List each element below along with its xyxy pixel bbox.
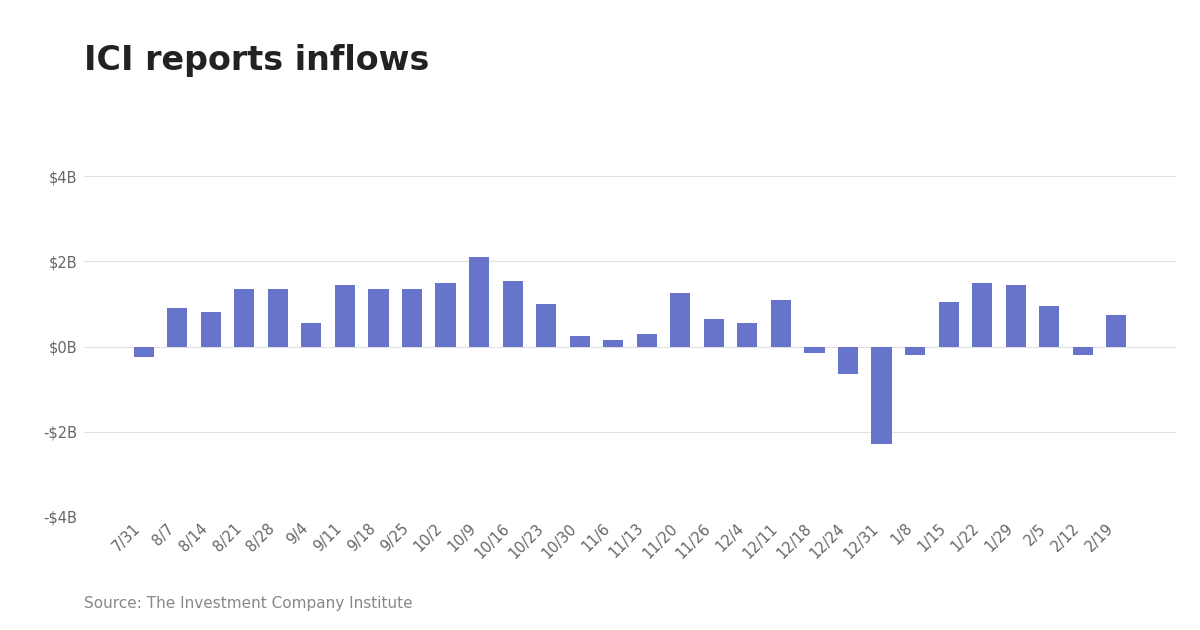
- Bar: [871, 346, 892, 444]
- Bar: [1106, 314, 1127, 347]
- Bar: [637, 334, 656, 347]
- Bar: [905, 346, 925, 355]
- Bar: [200, 312, 221, 347]
- Bar: [737, 323, 757, 346]
- Text: ICI reports inflows: ICI reports inflows: [84, 44, 430, 77]
- Bar: [938, 302, 959, 346]
- Bar: [469, 257, 490, 346]
- Bar: [368, 289, 389, 346]
- Bar: [268, 289, 288, 346]
- Bar: [671, 294, 690, 347]
- Bar: [133, 346, 154, 357]
- Bar: [604, 340, 623, 347]
- Bar: [1073, 346, 1093, 355]
- Bar: [703, 319, 724, 347]
- Bar: [972, 283, 992, 346]
- Bar: [503, 280, 523, 347]
- Bar: [570, 336, 589, 347]
- Bar: [301, 323, 322, 346]
- Bar: [536, 304, 557, 346]
- Bar: [770, 300, 791, 347]
- Text: Source: The Investment Company Institute: Source: The Investment Company Institute: [84, 596, 413, 611]
- Bar: [436, 283, 456, 346]
- Bar: [402, 289, 422, 346]
- Bar: [838, 346, 858, 374]
- Bar: [335, 285, 355, 346]
- Bar: [1006, 285, 1026, 346]
- Bar: [234, 289, 254, 346]
- Bar: [167, 308, 187, 346]
- Bar: [804, 346, 824, 353]
- Bar: [1039, 306, 1060, 347]
